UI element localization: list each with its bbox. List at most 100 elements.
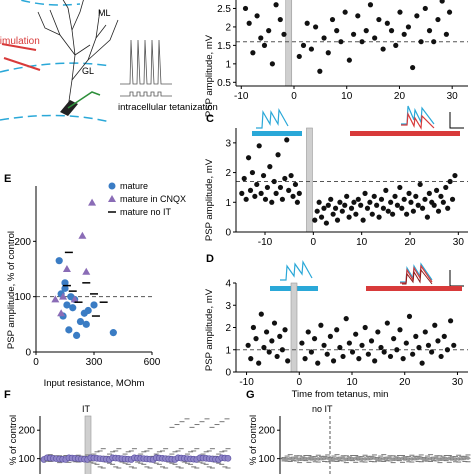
panel-d-data-point: [441, 333, 447, 339]
panel-e-mature-point: [55, 257, 63, 265]
panel-e-mature-point: [82, 320, 90, 328]
panel-b-ytick-label: 0.5: [217, 78, 231, 89]
panel-c-tetanus-bar: [306, 127, 313, 233]
panel-d-data-point: [330, 358, 337, 364]
panel-g-mean-point: [406, 457, 411, 462]
panel-d-data-point: [391, 336, 397, 342]
panel-g-mean-point: [353, 456, 358, 461]
panel-d-tetanus-bar: [290, 282, 298, 373]
panel-a: stimulation ML GL intracellular tetaniza…: [0, 0, 218, 123]
panel-g-mean-point: [319, 456, 324, 461]
panel-c-data-point: [271, 178, 277, 185]
panel-d-data-point: [381, 349, 387, 355]
panel-b-xtick-label: 20: [394, 91, 406, 102]
panel-b-data-point: [439, 0, 445, 4]
panel-c-data-point: [256, 143, 262, 149]
panel-d-data-point: [327, 333, 333, 339]
panel-b-ytick-label: 1.5: [217, 41, 231, 52]
panel-e-ytick-label: 100: [14, 292, 31, 303]
panel-c-data-point: [399, 205, 405, 211]
panel-e-mature-point: [109, 329, 117, 337]
panel-g-mean-point: [431, 456, 436, 461]
panel-c-data-point: [277, 184, 284, 191]
panel-d-data-point: [277, 333, 283, 339]
panel-c-data-point: [296, 190, 302, 196]
panel-c-ytick-label: 1: [225, 198, 231, 209]
panel-f-ytick-label: 200: [18, 426, 35, 437]
panel-d-data-point: [349, 349, 356, 355]
panel-b-data-point: [346, 57, 352, 63]
panel-b-xtick-label: 30: [447, 91, 459, 102]
panel-d-inset-traces: [280, 260, 464, 287]
panel-c-data-point: [376, 214, 382, 220]
panel-c-data-point: [314, 208, 320, 214]
panel-c-data-point: [264, 184, 271, 191]
panel-d-xlabel: Time from tetanus, min: [292, 389, 389, 400]
stimulation-electrode-icon: [1, 43, 37, 51]
panel-c-data-point: [282, 175, 288, 182]
panel-b-data-point: [435, 16, 441, 23]
panel-g-mean-point: [360, 457, 364, 462]
panel-d-data-point: [451, 342, 457, 348]
panel-c-data-point: [249, 169, 256, 176]
panel-e-xtick-label: 0: [33, 357, 39, 368]
panel-g-mean-point: [291, 456, 296, 461]
panel-b-data-point: [443, 31, 449, 37]
panel-b-ylabel: PSP amplitude, mV: [204, 34, 215, 117]
panel-c-data-point: [245, 155, 252, 161]
panel-c-data-point: [247, 187, 254, 193]
panel-e-cnqx-point: [88, 198, 97, 206]
panel-e-cnqx-point: [78, 231, 87, 239]
panel-d-data-point: [425, 342, 432, 348]
panel-g-mean-point: [397, 456, 402, 461]
panel-d-data-point: [343, 316, 349, 322]
panel-g-mean-point: [416, 456, 420, 461]
panel-b-data-point: [393, 42, 399, 48]
panel-f-annotation: IT: [82, 404, 91, 414]
panel-c-xtick-label: 10: [356, 237, 368, 248]
panel-b-xtick-label: 0: [291, 91, 297, 102]
tetanization-trace: [120, 39, 172, 97]
panel-g-mean-point: [447, 456, 452, 461]
panel-c-data-point: [417, 181, 423, 188]
ml-label: ML: [98, 8, 111, 18]
panel-d-data-point: [416, 344, 422, 351]
panel-b-data-point: [269, 61, 275, 67]
panel-e-xlabel: Input resistance, MOhm: [44, 378, 145, 389]
panel-c-data-point: [433, 187, 440, 193]
panel-g-mean-point: [428, 456, 433, 461]
panel-d-data-point: [285, 358, 291, 364]
panel-c-data-point: [426, 190, 432, 196]
panel-d-data-point: [438, 353, 444, 360]
panel-g-mean-point: [366, 456, 371, 461]
panel-c-xtick-label: 30: [453, 237, 465, 248]
panel-c-data-point: [449, 196, 456, 202]
panel-b-ytick-label: 2.5: [217, 4, 231, 15]
panel-g-annotation: no IT: [312, 404, 333, 414]
panel-d-data-point: [245, 342, 251, 348]
panel-b-data-point: [363, 28, 369, 34]
panel-c-baseline-bar: [252, 131, 302, 136]
panel-c-data-point: [344, 193, 350, 199]
panel-d-data-point: [356, 356, 362, 362]
panel-b-data-point: [277, 16, 283, 23]
panel-d-data-point: [419, 360, 425, 366]
panel-b-data-point: [355, 13, 361, 19]
panel-b-data-point: [242, 5, 249, 12]
panel-c-data-point: [279, 196, 285, 202]
panel-b-data-point: [313, 24, 319, 30]
panel-d-data-point: [263, 329, 270, 335]
panel-b-data-point: [329, 16, 336, 23]
panel-g-mean-point: [444, 456, 448, 461]
panel-c-ytick-label: 2: [225, 168, 231, 179]
panel-c-data-point: [290, 193, 296, 199]
panel-g-mean-point: [400, 456, 405, 461]
panel-d-data-point: [279, 347, 285, 353]
gl-label: GL: [82, 66, 94, 76]
stimulation-label: stimulation: [0, 36, 40, 47]
panel-c-data-point: [415, 202, 421, 208]
panel-e-cnqx-point: [70, 295, 79, 303]
panel-d-data-point: [448, 318, 454, 324]
panel-c-data-point: [239, 190, 245, 196]
panel-b-data-point: [397, 9, 403, 15]
